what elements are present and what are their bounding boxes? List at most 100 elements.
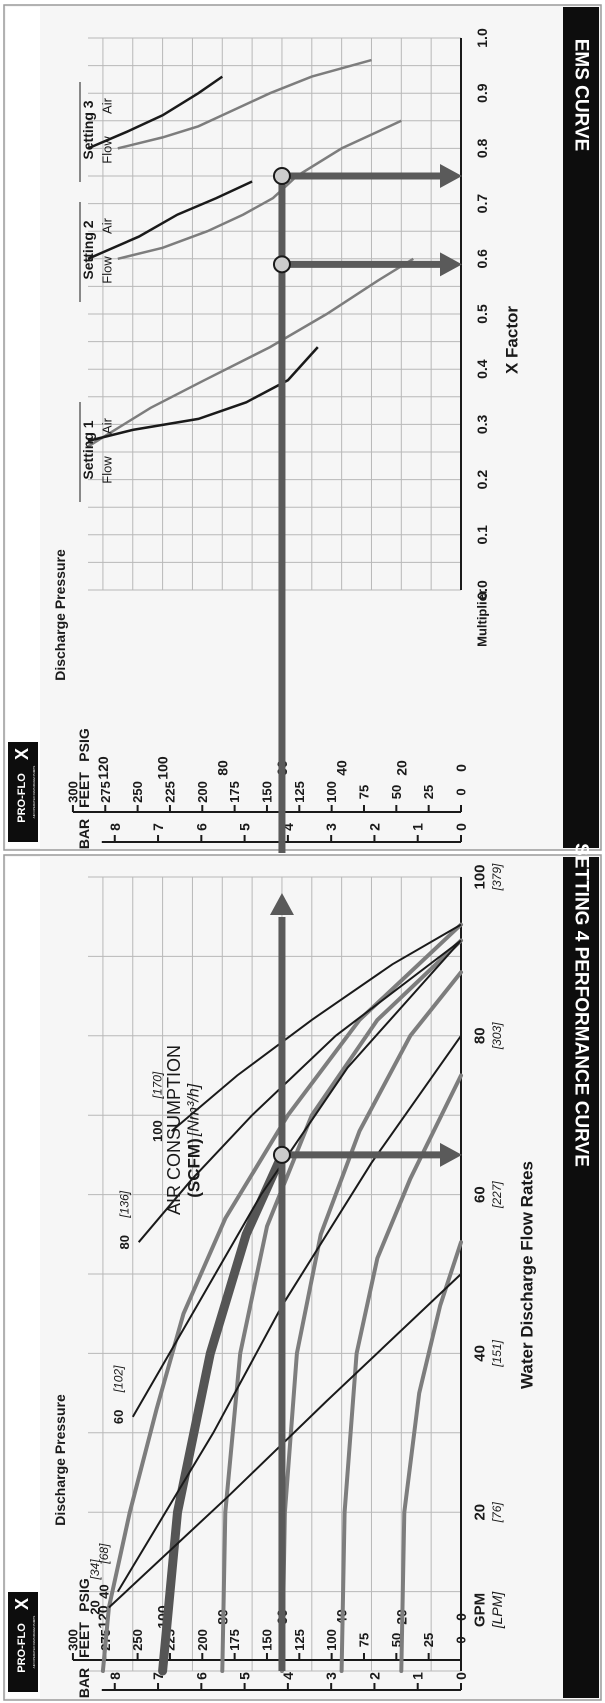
logo-box (8, 742, 38, 842)
feet-axis-label: FEET (76, 772, 92, 808)
ems-panel-banner (563, 7, 599, 848)
air-line-80scfm (137, 939, 462, 1243)
performance-curve-80psig (220, 938, 463, 1673)
feet-tick-label: 100 (324, 781, 339, 803)
bar-tick-label: 2 (366, 1672, 382, 1680)
flow-tick-lpm: [303] (490, 1022, 504, 1050)
logo-text: PRO-FLO (16, 773, 28, 823)
air-nm3h-label: [34] (88, 1559, 102, 1581)
air-scfm-label: 80 (117, 1235, 132, 1249)
x-tick-label: 0.4 (474, 359, 490, 379)
air-line-label: 100 [170] (150, 1071, 165, 1142)
ems-panel-side-strip (6, 7, 40, 848)
bar-axis-label: BAR (76, 1668, 92, 1698)
ems-setting-label: Setting 1 Flow Air (79, 402, 115, 502)
air-nm3h-label: [170] (151, 1071, 165, 1099)
x-tick-label: 0.8 (474, 138, 490, 158)
x-tick-label: 0.2 (474, 470, 490, 490)
air-line-100scfm (170, 923, 462, 1132)
flow-tick-lpm: [76] (490, 1502, 504, 1524)
bar-tick-label: 3 (323, 1672, 339, 1680)
ems-setting-label: Setting 3 Flow Air (79, 82, 115, 182)
feet-tick-label: 50 (389, 785, 404, 799)
arrow-head (269, 893, 294, 915)
x-tick-label: 0.3 (474, 414, 490, 434)
ems-panel-frame (3, 4, 602, 851)
feet-tick-label: 75 (356, 785, 371, 799)
bar-tick-label: 6 (193, 1672, 209, 1680)
arrow-head (440, 1142, 462, 1167)
logo-text: PRO-FLO (16, 1623, 28, 1673)
ems-curve-6 (87, 75, 224, 150)
feet-tick-label: 175 (227, 1629, 242, 1651)
performance-curve-100psig (158, 1150, 287, 1676)
feet-tick-label: 125 (292, 1629, 307, 1651)
bar-tick-label: 4 (280, 1672, 296, 1680)
gpm-label: GPM (472, 1593, 489, 1627)
logo-x-mark: X (12, 748, 32, 760)
psig-tick-label: 100 (155, 756, 171, 780)
feet-tick-label: 150 (259, 1629, 274, 1651)
air-nm3h-label: [102] (112, 1365, 126, 1393)
air-scfm-label: 100 (150, 1120, 165, 1142)
ems-curve-2 (87, 346, 319, 443)
air-line-label: 40 [68] (96, 1543, 111, 1599)
psig-tick-label: 0 (453, 764, 469, 772)
setting-flow-label: Flow (100, 456, 115, 484)
psig-tick-label: 40 (334, 760, 350, 776)
feet-tick-label: 250 (130, 1629, 145, 1651)
psig-tick-label: 0 (453, 1613, 469, 1621)
setting-flow-label: Flow (100, 136, 115, 164)
psig-tick-label: 20 (393, 760, 409, 776)
bar-tick-label: 7 (150, 823, 166, 831)
air-scfm-label: 20 (87, 1600, 102, 1614)
performance-curve-20psig (399, 1240, 463, 1673)
pressure-axis-title: Discharge Pressure (52, 549, 68, 681)
x-axis-title: X Factor (503, 306, 522, 374)
operating-point (272, 167, 291, 185)
pro-flo-x-logo: PRO-FLO X AIR OPERATED DIAPHRAGM PUMPS (8, 1592, 38, 1692)
air-nm3h-label: [136] (118, 1190, 132, 1218)
logo-box (8, 1592, 38, 1692)
air-nm3h-label: [68] (97, 1543, 111, 1565)
psig-tick-label: 120 (95, 756, 111, 780)
air-line-label: 20 [34] (87, 1559, 102, 1615)
flow-axis-title: Water Discharge Flow Rates (518, 1161, 537, 1389)
x-tick-label: 0.1 (474, 525, 490, 545)
air-scfm-label: 40 (96, 1584, 111, 1598)
operating-point (272, 255, 291, 274)
feet-tick-label: 200 (195, 781, 210, 803)
bar-tick-label: 5 (237, 823, 253, 831)
flow-tick-lpm: [151] (490, 1339, 504, 1367)
feet-tick-label: 250 (130, 781, 145, 803)
setting-label: Setting 2 (80, 220, 96, 279)
flow-tick-label: 80 (472, 1027, 489, 1044)
feet-tick-label: 150 (259, 781, 274, 803)
feet-tick-label: 125 (292, 781, 307, 803)
air-line-60scfm (131, 939, 462, 1418)
air-scfm-label: 60 (111, 1410, 126, 1424)
setting-flow-label: Flow (100, 256, 115, 284)
feet-tick-label: 75 (356, 1633, 371, 1647)
flow-tick-label: 20 (472, 1504, 489, 1521)
lpm-label: [LPM] (489, 1591, 505, 1630)
bar-tick-label: 1 (410, 1672, 426, 1680)
feet-tick-label: 25 (421, 785, 436, 799)
multiplier-label: Multiplier (475, 589, 490, 647)
ems-curve-1 (87, 257, 414, 448)
feet-tick-label: 0 (454, 1636, 469, 1643)
performance-curve-120psig (100, 922, 463, 1673)
bar-tick-label: 4 (280, 823, 296, 831)
setting-air-label: Air (100, 417, 115, 434)
bar-tick-label: 6 (193, 823, 209, 831)
pressure-axis-title: Discharge Pressure (52, 1394, 68, 1526)
feet-tick-label: 100 (324, 1629, 339, 1651)
feet-tick-label: 200 (195, 1629, 210, 1651)
flow-tick-lpm: [379] (490, 863, 504, 891)
setting-air-label: Air (100, 97, 115, 114)
feet-tick-label: 175 (227, 781, 242, 803)
